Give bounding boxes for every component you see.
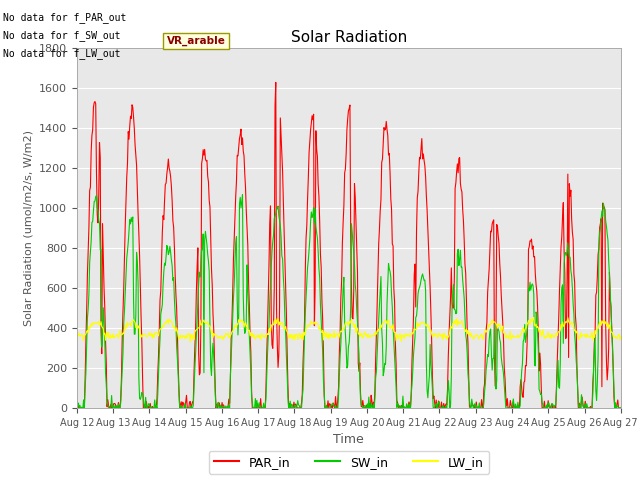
SW_in (223, 404, 231, 410)
SW_in (84, 316, 92, 322)
PAR_in (139, 377, 147, 383)
Line: LW_in: LW_in (77, 317, 621, 342)
PAR_in (194, 245, 202, 251)
PAR_in (617, 405, 625, 411)
LW_in (186, 339, 194, 345)
PAR_in (416, 155, 424, 160)
Line: SW_in: SW_in (77, 195, 621, 408)
SW_in (76, 405, 83, 411)
Legend: PAR_in, SW_in, LW_in: PAR_in, SW_in, LW_in (209, 451, 489, 474)
Line: PAR_in: PAR_in (77, 83, 621, 408)
LW_in (431, 332, 439, 337)
SW_in (239, 192, 246, 198)
PAR_in (272, 80, 280, 85)
LW_in (83, 329, 90, 335)
LW_in (416, 323, 424, 329)
LW_in (530, 314, 538, 320)
Title: Solar Radiation: Solar Radiation (291, 30, 407, 46)
Y-axis label: Solar Radiation (umol/m2/s, W/m2): Solar Radiation (umol/m2/s, W/m2) (24, 130, 33, 326)
Text: No data for f_PAR_out: No data for f_PAR_out (3, 12, 127, 23)
LW_in (223, 332, 231, 338)
Text: VR_arable: VR_arable (166, 36, 225, 46)
SW_in (140, 395, 147, 401)
SW_in (433, 401, 440, 407)
LW_in (73, 334, 81, 339)
LW_in (139, 334, 147, 339)
Text: No data for f_SW_out: No data for f_SW_out (3, 30, 121, 41)
X-axis label: Time: Time (333, 433, 364, 446)
PAR_in (223, 405, 230, 411)
PAR_in (73, 405, 81, 411)
SW_in (417, 282, 424, 288)
LW_in (617, 334, 625, 339)
SW_in (73, 403, 81, 409)
SW_in (617, 405, 625, 411)
PAR_in (83, 309, 90, 315)
Text: No data for f_LW_out: No data for f_LW_out (3, 48, 121, 60)
PAR_in (431, 405, 439, 411)
LW_in (195, 325, 202, 331)
SW_in (195, 283, 202, 288)
